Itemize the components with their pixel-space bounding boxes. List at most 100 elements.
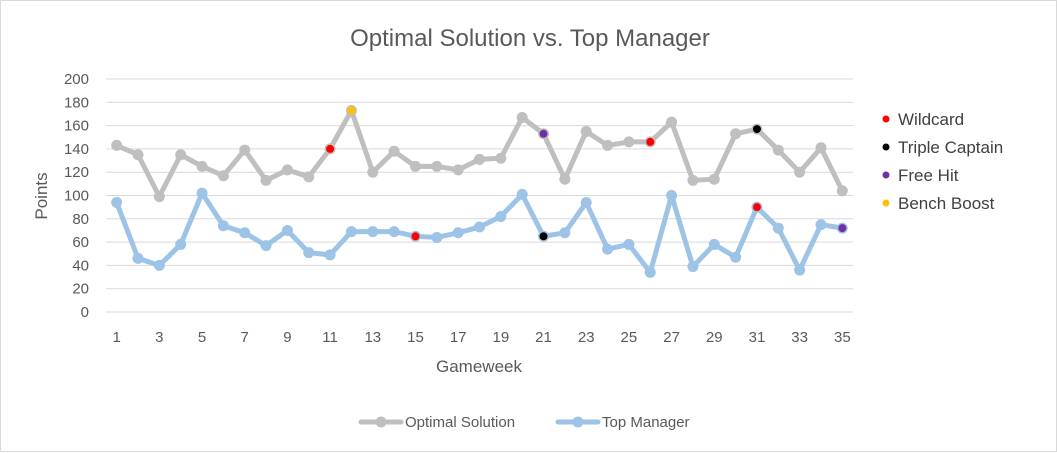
data-point [367, 166, 379, 178]
data-point [687, 174, 699, 186]
x-tick-label: 35 [834, 329, 851, 346]
data-point [708, 238, 720, 250]
chip-marker [347, 106, 356, 115]
x-tick-label: 31 [749, 329, 766, 346]
data-point [580, 125, 592, 137]
series-layer [111, 104, 848, 278]
data-point [836, 185, 848, 197]
y-tick-label: 20 [72, 281, 89, 298]
data-point [794, 264, 806, 276]
data-point [623, 238, 635, 250]
x-tick-label: 17 [450, 329, 467, 346]
x-tick-label: 19 [492, 329, 509, 346]
x-axis-label: Gameweek [436, 357, 522, 376]
data-point [666, 190, 678, 201]
chip-marker [752, 203, 761, 212]
data-point [345, 226, 357, 238]
data-point [111, 196, 123, 208]
data-point [196, 187, 208, 199]
data-point [623, 136, 635, 148]
data-point [474, 221, 485, 233]
chip-legend-marker [882, 143, 890, 151]
data-point [303, 171, 315, 183]
y-tick-label: 180 [64, 94, 89, 111]
series-top-manager [111, 187, 848, 278]
x-tick-label: 25 [621, 329, 638, 346]
data-point [175, 149, 187, 161]
chip-legend-marker [882, 199, 890, 207]
y-tick-label: 140 [64, 141, 89, 158]
x-tick-label: 1 [112, 329, 120, 346]
y-tick-label: 80 [72, 211, 89, 228]
data-point [495, 152, 507, 164]
chip-marker [539, 232, 548, 241]
data-point [772, 144, 784, 156]
data-point [367, 226, 379, 238]
data-point [217, 220, 229, 232]
y-axis-label: Points [32, 172, 51, 219]
y-tick-label: 120 [64, 164, 89, 181]
x-tick-label: 27 [663, 329, 680, 346]
series-line [114, 107, 845, 200]
data-point [815, 142, 827, 154]
chip-legend-label: Triple Captain [898, 138, 1003, 157]
data-point [153, 191, 165, 203]
x-tick-labels: 1 3 5 7 9 11 13 15 17 19 21 23 25 27 29 31 33 35 [112, 329, 850, 346]
chart-title: Optimal Solution vs. Top Manager [350, 25, 710, 52]
grid-layer [106, 78, 853, 313]
legend-label: Top Manager [602, 414, 690, 431]
chip-marker [539, 129, 548, 138]
x-tick-label: 5 [198, 329, 206, 346]
data-point [388, 226, 400, 238]
chip-marker-layer [326, 106, 847, 241]
data-point [281, 164, 293, 176]
y-tick-label: 40 [72, 257, 89, 274]
data-point [260, 174, 272, 186]
data-point [132, 252, 144, 264]
chip-legend-label: Wildcard [898, 110, 964, 129]
data-point [281, 224, 293, 236]
data-point [644, 266, 656, 278]
series-optimal-solution [111, 104, 848, 203]
data-point [730, 251, 742, 263]
data-point [452, 227, 464, 239]
data-point [175, 238, 187, 250]
x-tick-label: 9 [283, 329, 291, 346]
data-point [196, 160, 208, 172]
y-tick-labels: 0 20 40 60 80 100 120 140 160 180 200 [64, 71, 89, 321]
x-tick-label: 13 [364, 329, 381, 346]
data-point [794, 166, 806, 178]
data-point [772, 222, 784, 234]
data-point [239, 144, 251, 156]
data-point [324, 249, 336, 261]
data-point [431, 160, 443, 172]
data-point [602, 243, 614, 255]
y-tick-label: 60 [72, 234, 89, 251]
data-point [687, 261, 699, 273]
chip-marker [752, 125, 761, 134]
chip-legend-marker [882, 115, 890, 123]
data-point [388, 145, 400, 157]
y-tick-label: 160 [64, 118, 89, 135]
legend-label: Optimal Solution [405, 414, 515, 431]
data-point [516, 111, 528, 123]
data-point [431, 231, 443, 243]
data-point [666, 116, 678, 128]
data-point [815, 219, 827, 231]
data-point [132, 149, 144, 161]
x-tick-label: 3 [155, 329, 163, 346]
data-point [452, 164, 464, 176]
legend-marker-swatch [375, 416, 387, 428]
data-point [559, 227, 571, 239]
x-tick-label: 33 [791, 329, 808, 346]
x-tick-label: 11 [322, 329, 338, 346]
x-tick-label: 29 [706, 329, 723, 346]
series-legend: Optimal Solution Top Manager [358, 414, 690, 431]
data-point [730, 128, 742, 140]
data-point [239, 227, 251, 239]
data-point [708, 173, 720, 185]
data-point [474, 153, 485, 165]
data-point [580, 196, 592, 208]
